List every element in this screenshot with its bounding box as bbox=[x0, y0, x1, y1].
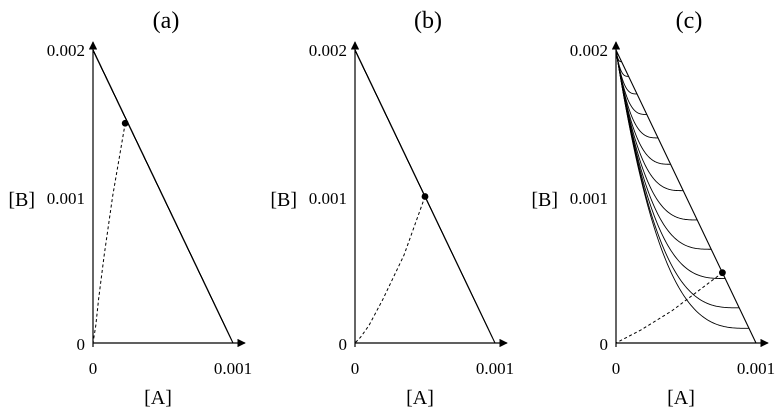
x-axis-label: [A] bbox=[406, 387, 434, 408]
y-tick-label-0: 0 bbox=[77, 335, 86, 354]
y-tick-label-0: 0 bbox=[339, 335, 348, 354]
panel-title: (c) bbox=[676, 8, 703, 34]
panel-title: (a) bbox=[153, 8, 180, 34]
trajectory-line-12 bbox=[92, 49, 233, 341]
y-tick-label-2: 0.002 bbox=[47, 41, 85, 60]
marked-point bbox=[719, 269, 726, 277]
dashed-curve bbox=[615, 272, 723, 344]
x-tick-label-1: 0.001 bbox=[737, 359, 775, 378]
plot-area bbox=[92, 49, 234, 344]
y-tick-label-0: 0 bbox=[600, 335, 609, 354]
y-axis-label: [B] bbox=[531, 189, 558, 211]
marked-point bbox=[421, 193, 429, 200]
y-tick-label-2: 0.002 bbox=[570, 41, 608, 60]
plot-area bbox=[615, 49, 757, 344]
panel-title: (b) bbox=[414, 8, 442, 34]
boundary-line bbox=[615, 49, 757, 344]
x-tick-label-1: 0.001 bbox=[214, 359, 252, 378]
x-axis-label: [A] bbox=[144, 387, 172, 408]
panel-c: (c) 0 0.001 0.002 0 0.001 [A] [B] bbox=[531, 8, 775, 408]
panel-b: (b) 0 0.001 0.002 0 0.001 [A] [B] bbox=[270, 8, 514, 408]
plot-area bbox=[354, 49, 496, 344]
x-tick-label-1: 0.001 bbox=[476, 359, 514, 378]
y-tick-label-1: 0.001 bbox=[309, 189, 347, 208]
marked-point bbox=[121, 119, 129, 127]
x-tick-label-0: 0 bbox=[89, 359, 98, 378]
y-tick-label-2: 0.002 bbox=[309, 41, 347, 60]
y-tick-label-1: 0.001 bbox=[570, 189, 608, 208]
x-tick-label-0: 0 bbox=[351, 359, 360, 378]
x-tick-label-0: 0 bbox=[612, 359, 621, 378]
x-axis-label: [A] bbox=[667, 387, 695, 408]
dashed-curve bbox=[354, 196, 426, 344]
trajectory-line-12 bbox=[615, 49, 749, 329]
panel-a: (a) 0 0.001 0.002 0 0.001 [A] [B] bbox=[8, 8, 252, 408]
dashed-curve bbox=[92, 123, 126, 344]
y-axis-label: [B] bbox=[8, 189, 35, 211]
y-axis-label: [B] bbox=[270, 189, 297, 211]
y-tick-label-1: 0.001 bbox=[47, 189, 85, 208]
